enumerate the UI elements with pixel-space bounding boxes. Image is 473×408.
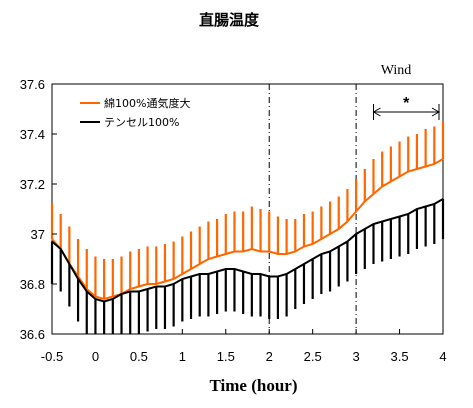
significance-star: * xyxy=(403,95,410,112)
annotations: Wind * xyxy=(372,63,441,120)
x-tick-label: 2.5 xyxy=(304,349,322,364)
x-tick-label: 2 xyxy=(266,349,273,364)
y-tick-label: 36.6 xyxy=(20,327,45,342)
x-tick-label: -0.5 xyxy=(41,349,63,364)
legend-label-tencel: テンセル100% xyxy=(104,116,179,129)
series-line xyxy=(51,198,444,303)
x-tick-label: 0.5 xyxy=(130,349,148,364)
x-tick-label: 0 xyxy=(92,349,99,364)
legend-label-cotton: 綿100%通気度大 xyxy=(104,96,190,110)
x-tick-label: 1.5 xyxy=(217,349,235,364)
chart-title: 直腸温度 xyxy=(199,11,260,29)
x-tick-label: 3.5 xyxy=(391,349,409,364)
y-tick-label: 37.4 xyxy=(20,127,45,142)
x-tick-label: 1 xyxy=(179,349,186,364)
y-tick-label: 36.8 xyxy=(20,277,45,292)
significance-arrowhead-right xyxy=(431,107,441,117)
y-axis: 36.6 36.8 37 37.2 37.4 37.6 xyxy=(20,77,57,342)
series-0 xyxy=(50,121,445,301)
y-tick-label: 37 xyxy=(31,227,45,242)
x-axis-label: Time (hour) xyxy=(210,376,298,395)
y-tick-label: 37.2 xyxy=(20,177,45,192)
wind-annotation: Wind xyxy=(381,63,412,78)
x-tick-label: 4 xyxy=(439,349,446,364)
significance-arrowhead-left xyxy=(372,107,381,117)
x-tick-label: 3 xyxy=(352,349,359,364)
series-1 xyxy=(50,198,445,334)
legend: 綿100%通気度大 テンセル100% xyxy=(80,96,190,129)
y-tick-label: 37.6 xyxy=(20,77,45,92)
series-layer xyxy=(50,121,445,334)
x-axis: -0.5 0 0.5 1 1.5 2 2.5 3 3.5 4 xyxy=(41,329,447,364)
series-line xyxy=(51,158,444,301)
